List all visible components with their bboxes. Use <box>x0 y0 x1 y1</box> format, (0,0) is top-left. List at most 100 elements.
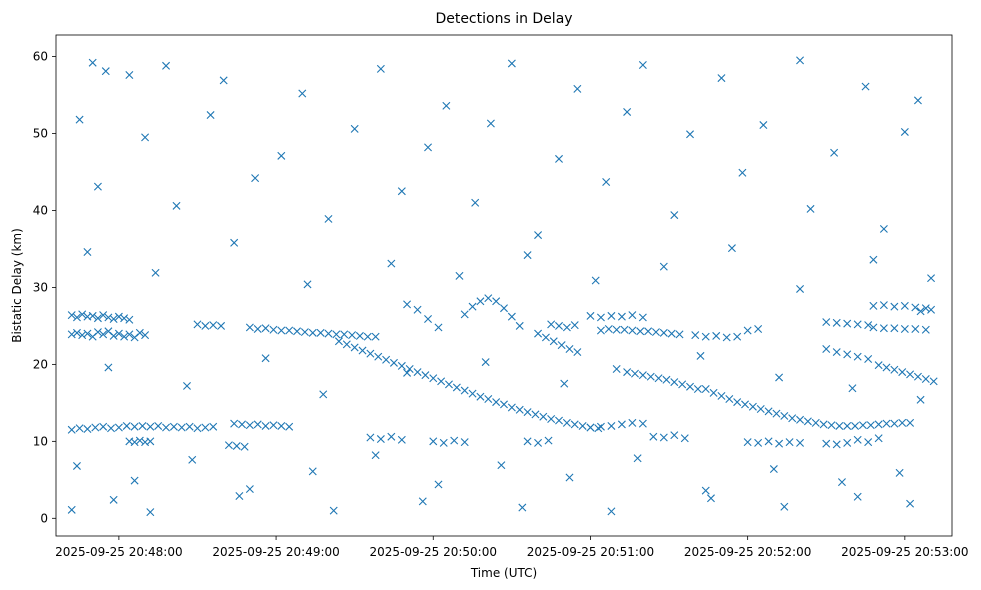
data-point <box>701 486 710 495</box>
data-point <box>444 380 453 389</box>
data-point <box>898 368 907 377</box>
data-point <box>209 321 218 330</box>
data-point <box>240 442 249 451</box>
data-point <box>738 168 747 177</box>
x-tick-label: 2025-09-25 20:48:00 <box>55 545 182 559</box>
data-point <box>541 333 550 342</box>
data-point <box>83 248 92 257</box>
data-point <box>172 201 181 210</box>
y-axis-label: Bistatic Delay (km) <box>10 228 24 343</box>
data-point <box>874 361 883 370</box>
data-point <box>717 74 726 83</box>
data-point <box>319 390 328 399</box>
data-point <box>725 395 734 404</box>
data-point <box>662 375 671 384</box>
data-point <box>99 311 108 320</box>
data-point <box>733 398 742 407</box>
data-point <box>803 417 812 426</box>
data-point <box>913 96 922 105</box>
data-point <box>93 182 102 191</box>
data-point <box>743 438 752 447</box>
data-point <box>796 415 805 424</box>
data-point <box>678 380 687 389</box>
data-point <box>636 327 645 336</box>
data-point <box>277 421 286 430</box>
data-point <box>843 319 852 328</box>
data-point <box>251 174 260 183</box>
data-point <box>544 436 553 445</box>
data-point <box>874 420 883 429</box>
data-point <box>382 355 391 364</box>
data-point <box>858 421 867 430</box>
data-point <box>72 461 81 470</box>
data-point <box>104 313 113 322</box>
data-point <box>434 323 443 332</box>
data-point <box>151 268 160 277</box>
data-point <box>293 327 302 336</box>
data-point <box>596 313 605 322</box>
data-point <box>628 418 637 427</box>
data-point <box>235 491 244 500</box>
data-point <box>913 372 922 381</box>
data-point <box>93 328 102 337</box>
data-point <box>531 410 540 419</box>
data-point <box>452 383 461 392</box>
data-point <box>253 420 262 429</box>
data-point <box>107 424 116 433</box>
data-point <box>843 421 852 430</box>
data-point <box>667 329 676 338</box>
data-point <box>120 314 129 323</box>
data-point <box>162 61 171 70</box>
data-point <box>348 331 357 340</box>
plot-frame <box>55 34 953 537</box>
data-point <box>607 311 616 320</box>
data-point <box>219 76 228 85</box>
data-point <box>709 388 718 397</box>
data-point <box>298 89 307 98</box>
data-point <box>607 507 616 516</box>
data-point <box>764 437 773 446</box>
data-point <box>324 329 333 338</box>
data-point <box>125 330 134 339</box>
data-point <box>439 438 448 447</box>
data-point <box>911 324 920 333</box>
data-point <box>612 365 621 373</box>
data-point <box>468 389 477 398</box>
data-point <box>224 441 233 450</box>
data-point <box>547 415 556 424</box>
data-point <box>332 330 341 339</box>
data-point <box>900 127 909 136</box>
data-point <box>696 351 705 360</box>
data-point <box>701 385 710 393</box>
data-point <box>135 436 144 445</box>
data-point <box>130 438 139 447</box>
data-point <box>764 407 773 416</box>
data-point <box>638 313 647 322</box>
data-point <box>769 465 778 474</box>
data-point <box>602 178 611 186</box>
data-point <box>864 321 873 330</box>
data-point <box>67 330 76 339</box>
data-point <box>853 352 862 361</box>
data-point <box>169 422 178 431</box>
data-point <box>355 331 364 340</box>
data-point <box>201 321 210 330</box>
data-point <box>403 368 412 377</box>
data-point <box>853 435 862 444</box>
data-point <box>476 392 485 401</box>
data-point <box>67 311 76 320</box>
data-point <box>822 439 831 448</box>
data-point <box>371 451 380 460</box>
data-point <box>397 435 406 444</box>
data-point <box>515 321 524 330</box>
data-point <box>843 438 852 447</box>
data-point <box>141 331 150 340</box>
data-point <box>927 274 936 283</box>
data-point <box>177 423 186 432</box>
data-point <box>363 332 372 341</box>
data-point <box>418 497 427 506</box>
data-point <box>238 420 247 429</box>
data-point <box>796 438 805 447</box>
data-point <box>680 434 689 443</box>
data-point <box>230 419 239 428</box>
